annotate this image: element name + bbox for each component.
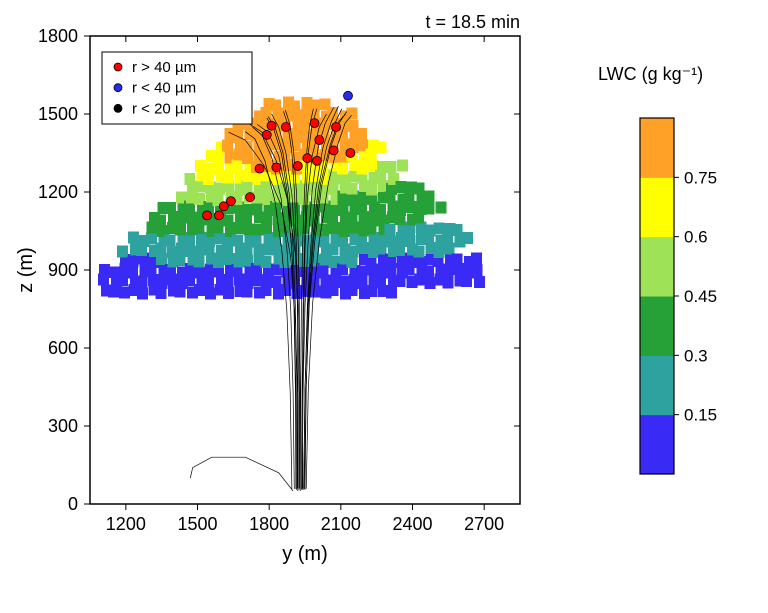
- xtick-label: 1500: [177, 514, 217, 534]
- legend-marker: [114, 84, 122, 92]
- marker: [203, 211, 212, 220]
- ytick-label: 900: [48, 260, 78, 280]
- colorbar-swatch: [640, 118, 674, 178]
- ytick-label: 1800: [38, 26, 78, 46]
- colorbar-tick-label: 0.6: [684, 228, 708, 247]
- ytick-label: 300: [48, 416, 78, 436]
- marker: [272, 163, 281, 172]
- legend-label: r < 20 µm: [132, 100, 196, 117]
- colorbar-tick-label: 0.15: [684, 406, 717, 425]
- xtick-label: 1800: [249, 514, 289, 534]
- marker: [329, 146, 338, 155]
- colorbar-swatch: [640, 296, 674, 356]
- legend-marker: [114, 63, 122, 71]
- ytick-label: 600: [48, 338, 78, 358]
- marker: [262, 130, 271, 139]
- marker: [281, 123, 290, 132]
- marker: [315, 136, 324, 145]
- xtick-label: 2700: [464, 514, 504, 534]
- colorbar-tick-label: 0.3: [684, 346, 708, 365]
- xtick-label: 2100: [321, 514, 361, 534]
- colorbar-tick-label: 0.45: [684, 287, 717, 306]
- marker: [312, 156, 321, 165]
- xtick-label: 1200: [106, 514, 146, 534]
- marker: [346, 149, 355, 158]
- colorbar-tick-label: 0.75: [684, 168, 717, 187]
- legend-label: r < 40 µm: [132, 80, 196, 97]
- ytick-label: 1200: [38, 182, 78, 202]
- marker: [344, 91, 353, 100]
- ytick-label: 1500: [38, 104, 78, 124]
- colorbar-swatch: [640, 237, 674, 297]
- marker: [226, 197, 235, 206]
- marker: [332, 123, 341, 132]
- marker: [246, 193, 255, 202]
- ylabel: z (m): [15, 247, 37, 293]
- marker: [267, 121, 276, 130]
- legend-marker: [114, 104, 122, 112]
- ytick-label: 0: [68, 494, 78, 514]
- colorbar-swatch: [640, 355, 674, 415]
- colorbar-swatch: [640, 415, 674, 475]
- marker: [255, 164, 264, 173]
- plot-figure: 1200 1500 1800 2100 2400 2700 0 300 600 900 1200 15…: [0, 0, 768, 613]
- colorbar-swatch: [640, 177, 674, 237]
- marker: [303, 154, 312, 163]
- legend-label: r > 40 µm: [132, 59, 196, 76]
- marker: [215, 211, 224, 220]
- xlabel: y (m): [282, 543, 328, 565]
- marker: [310, 119, 319, 128]
- xtick-label: 2400: [392, 514, 432, 534]
- marker: [293, 162, 302, 171]
- figure-title: t = 18.5 min: [425, 12, 520, 32]
- colorbar-title: LWC (g kg⁻¹): [598, 64, 703, 84]
